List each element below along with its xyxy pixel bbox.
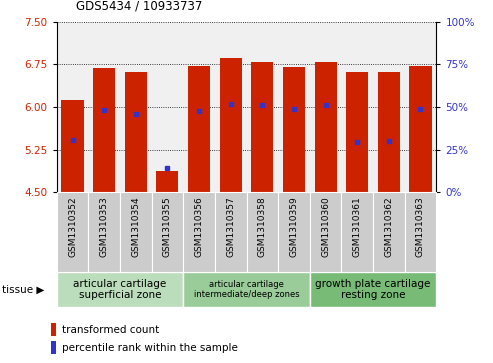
Text: GSM1310352: GSM1310352: [68, 196, 77, 257]
Text: GSM1310361: GSM1310361: [352, 196, 362, 257]
Text: GSM1310356: GSM1310356: [195, 196, 204, 257]
FancyBboxPatch shape: [405, 192, 436, 272]
Bar: [51, 323, 56, 336]
FancyBboxPatch shape: [310, 272, 436, 307]
Bar: [93, 68, 115, 192]
Text: GSM1310358: GSM1310358: [258, 196, 267, 257]
Text: articular cartilage
intermediate/deep zones: articular cartilage intermediate/deep zo…: [194, 280, 299, 299]
FancyBboxPatch shape: [57, 272, 183, 307]
Text: GSM1310362: GSM1310362: [385, 196, 393, 257]
Bar: [251, 62, 274, 192]
FancyBboxPatch shape: [341, 192, 373, 272]
FancyBboxPatch shape: [183, 192, 215, 272]
Text: GSM1310363: GSM1310363: [416, 196, 425, 257]
FancyBboxPatch shape: [183, 272, 310, 307]
FancyBboxPatch shape: [373, 192, 405, 272]
FancyBboxPatch shape: [310, 192, 341, 272]
Bar: [125, 72, 147, 192]
Text: tissue ▶: tissue ▶: [2, 285, 45, 294]
Text: percentile rank within the sample: percentile rank within the sample: [62, 343, 238, 353]
FancyBboxPatch shape: [120, 192, 152, 272]
Text: articular cartilage
superficial zone: articular cartilage superficial zone: [73, 279, 167, 300]
Text: GSM1310353: GSM1310353: [100, 196, 108, 257]
Text: GSM1310360: GSM1310360: [321, 196, 330, 257]
FancyBboxPatch shape: [246, 192, 278, 272]
Bar: [409, 66, 431, 192]
Text: transformed count: transformed count: [62, 325, 159, 335]
Text: GSM1310355: GSM1310355: [163, 196, 172, 257]
Bar: [51, 341, 56, 354]
Bar: [315, 62, 337, 192]
FancyBboxPatch shape: [152, 192, 183, 272]
Text: GDS5434 / 10933737: GDS5434 / 10933737: [76, 0, 203, 13]
Text: GSM1310354: GSM1310354: [131, 196, 141, 257]
FancyBboxPatch shape: [215, 192, 246, 272]
Bar: [156, 171, 178, 192]
FancyBboxPatch shape: [278, 192, 310, 272]
Text: growth plate cartilage
resting zone: growth plate cartilage resting zone: [316, 279, 431, 300]
FancyBboxPatch shape: [57, 192, 88, 272]
Text: GSM1310357: GSM1310357: [226, 196, 235, 257]
Bar: [283, 67, 305, 192]
Bar: [219, 58, 242, 192]
Bar: [378, 72, 400, 192]
FancyBboxPatch shape: [88, 192, 120, 272]
Bar: [346, 72, 368, 192]
Bar: [62, 100, 84, 192]
Text: GSM1310359: GSM1310359: [289, 196, 298, 257]
Bar: [188, 66, 210, 192]
